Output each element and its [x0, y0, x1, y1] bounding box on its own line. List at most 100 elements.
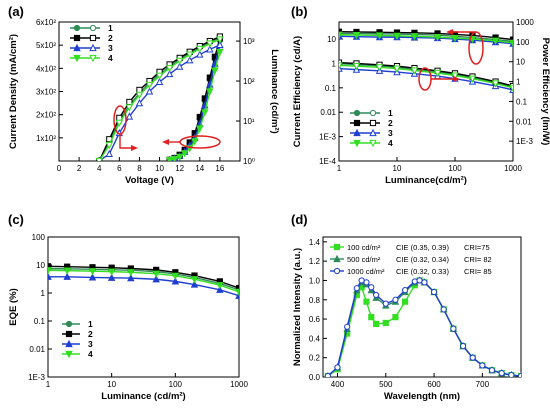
data-point: [440, 306, 447, 313]
y-tick-label: 0.4: [309, 334, 321, 343]
luminance-point: [186, 56, 194, 64]
luminance-point: [125, 112, 134, 120]
y2-tick-label: 10¹: [243, 117, 255, 126]
data-point: [152, 275, 160, 283]
data-point: [375, 32, 384, 40]
y2-tick-label: 0.1: [516, 97, 528, 106]
data-point: [171, 272, 180, 281]
data-point: [127, 273, 135, 282]
data-point: [324, 372, 331, 377]
legend-marker: [369, 128, 377, 137]
legend-cie: CIE (0.35, 0.39): [396, 243, 449, 252]
luminance-point: [196, 50, 204, 58]
x-axis-title: Luminance (cd/m²): [101, 391, 185, 402]
x-axis-title: Voltage (V): [125, 175, 174, 186]
x-tick-label: 100: [448, 164, 462, 173]
plot-area: [95, 33, 224, 161]
y2-tick-label: 1000: [516, 18, 534, 27]
data-point: [509, 39, 513, 48]
panel-letter: (a): [8, 4, 24, 19]
data-point: [211, 67, 219, 75]
y-axis-title: Current Efficiency (cd/A): [292, 36, 303, 147]
data-point: [373, 291, 380, 299]
data-point: [107, 273, 116, 281]
legend-cri: CRI= 82: [464, 255, 492, 264]
legend-label: 100 cd/m²: [347, 243, 381, 252]
data-point: [368, 284, 375, 291]
data-point: [517, 372, 521, 377]
luminance-point: [105, 141, 113, 150]
data-point: [491, 37, 500, 45]
legend-label: 1: [108, 23, 113, 33]
data-point: [430, 288, 438, 296]
data-point: [201, 95, 208, 102]
data-point: [235, 288, 239, 297]
legend-marker: [333, 254, 341, 263]
data-point: [216, 282, 224, 290]
data-point: [353, 285, 360, 292]
plot-area: [324, 276, 521, 377]
legend-cie: CIE (0.32, 0.33): [396, 267, 449, 276]
y-axis-title: Current Density (mA/cm²): [8, 34, 19, 149]
power-efficiency-line: [339, 61, 513, 87]
legend-label: 2: [88, 329, 93, 339]
legend-marker: [65, 350, 73, 359]
legend-marker: [65, 320, 73, 328]
luminance-point: [165, 65, 174, 73]
power-efficiency-point: [451, 72, 459, 80]
data-point: [368, 314, 375, 321]
x-tick-label: 12: [175, 164, 184, 173]
series-line: [48, 267, 239, 291]
data-point: [433, 34, 442, 42]
legend-marker: [353, 119, 361, 127]
data-point: [498, 370, 505, 377]
x-axis-title: Wavelength (nm): [384, 391, 460, 402]
y-tick-label: 0.1: [34, 317, 46, 326]
x-tick-label: 600: [427, 380, 441, 389]
data-point: [235, 291, 239, 299]
legend-marker: [89, 24, 97, 32]
y-tick-label: 100: [32, 233, 46, 242]
legend-label: 3: [88, 339, 93, 349]
y2-tick-label: 0.01: [516, 117, 532, 126]
legend-marker: [65, 330, 73, 338]
legend-marker: [73, 54, 81, 63]
data-point: [165, 156, 174, 161]
x-tick-label: 4: [97, 164, 102, 173]
y-tick-label: 1: [41, 289, 46, 298]
luminance-line: [98, 44, 221, 161]
data-point: [363, 298, 370, 305]
legend-label: 1: [388, 108, 393, 118]
power-efficiency-line: [339, 64, 513, 89]
y-axis-title: Normalized Intensity (a.u.): [292, 248, 303, 366]
x-tick-label: 1000: [230, 380, 248, 389]
luminance-point: [115, 119, 124, 128]
y2-tick-label: 1E-3: [516, 137, 533, 146]
data-point: [206, 74, 213, 81]
data-point: [48, 267, 52, 275]
luminance-point: [135, 91, 144, 100]
data-point: [180, 150, 189, 158]
data-point: [373, 320, 380, 327]
y-tick-label: 0.6: [309, 315, 321, 324]
series-line: [339, 32, 513, 43]
y2-tick-label: 100: [516, 38, 530, 47]
data-point: [196, 125, 204, 133]
x-tick-label: 2: [77, 164, 82, 173]
y2-axis-title: Luminance (cd/m²): [269, 49, 280, 133]
data-point: [190, 276, 199, 284]
y-tick-label: 0.01: [320, 108, 336, 117]
data-point: [201, 109, 209, 117]
power-efficiency-point: [393, 65, 401, 73]
legend-label: 1: [88, 319, 93, 329]
luminance-point: [196, 45, 204, 54]
panel-letter: (d): [291, 212, 308, 227]
legend-cie: CIE (0.32, 0.34): [396, 255, 449, 264]
luminance-point: [155, 72, 164, 81]
data-point: [88, 273, 97, 281]
data-point: [107, 268, 116, 276]
panel-letter: (b): [291, 4, 308, 19]
highlight-ellipse: [179, 135, 221, 149]
data-point: [170, 155, 179, 161]
legend-marker: [369, 119, 377, 127]
